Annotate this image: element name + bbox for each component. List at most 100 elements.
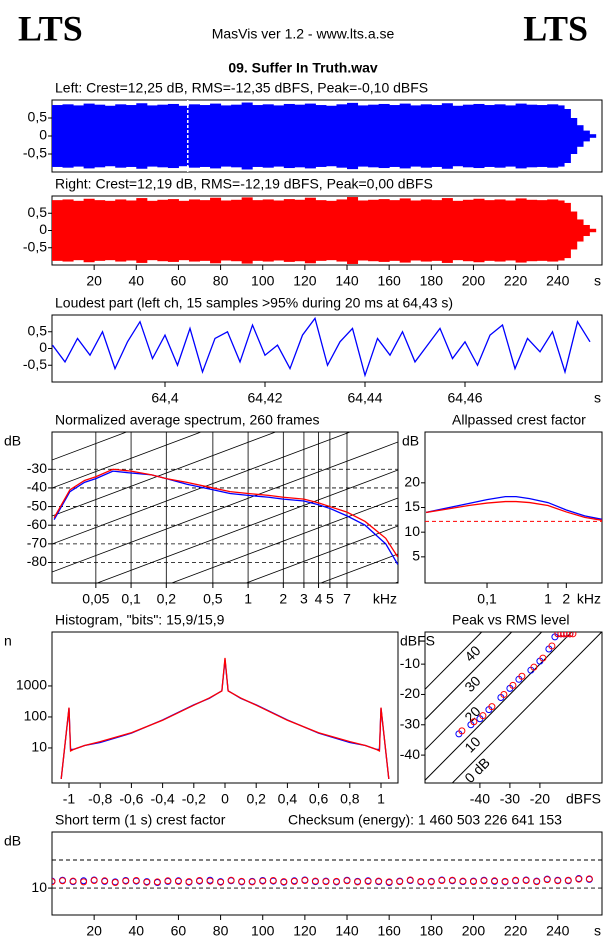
- waveform-bar: [304, 103, 316, 169]
- crest-line: [425, 632, 483, 690]
- series-line: [53, 470, 398, 565]
- x-tick-label: 0,4: [278, 791, 298, 807]
- waveform-bar: [483, 105, 496, 167]
- x-tick-label: 160: [377, 273, 401, 289]
- waveform-bar: [104, 200, 116, 261]
- waveform-bar: [315, 105, 327, 167]
- x-tick-label: 120: [293, 273, 317, 289]
- waveform-bar: [115, 104, 127, 168]
- point: [343, 877, 351, 885]
- point: [332, 877, 340, 885]
- point: [132, 877, 140, 885]
- x-tick-label: 240: [546, 273, 570, 289]
- chart-title: Short term (1 s) crest factor: [55, 812, 226, 828]
- x-tick-label: 3: [300, 591, 308, 607]
- waveform-bar: [536, 105, 548, 167]
- x-tick-label: -40: [470, 791, 490, 807]
- plot-area: [52, 100, 597, 172]
- waveform-bar: [483, 200, 496, 261]
- point: [575, 875, 583, 883]
- point: [375, 877, 383, 885]
- chart-title: Left: Crest=12,25 dB, RMS=-12,35 dBFS, P…: [55, 80, 428, 96]
- x-tick-label: -0,2: [182, 791, 206, 807]
- crest-line: [425, 632, 543, 751]
- x-tick-label: 0,6: [309, 791, 329, 807]
- waveform-bar: [136, 198, 148, 263]
- slope-guide: [52, 432, 203, 489]
- x-tick-label: 240: [546, 923, 570, 939]
- point: [512, 876, 520, 884]
- waveform-bar: [220, 105, 232, 167]
- waveform-bar: [220, 200, 232, 261]
- y-tick-label: 0: [39, 339, 47, 355]
- y-tick-label: 1000: [16, 677, 47, 693]
- y-tick-label: 0,5: [28, 204, 48, 220]
- point: [533, 878, 541, 886]
- point: [164, 877, 172, 885]
- x-tick-label: 0,2: [246, 791, 266, 807]
- y-tick-label: -30: [27, 460, 47, 476]
- point: [539, 654, 547, 662]
- waveform-bar: [368, 104, 380, 168]
- waveform-bar: [62, 104, 74, 168]
- waveform-bar: [336, 104, 348, 168]
- x-tick-label: 0,5: [203, 591, 223, 607]
- y-tick-label: 0: [39, 127, 47, 143]
- point: [90, 877, 98, 885]
- point: [491, 877, 499, 885]
- waveform-bar: [557, 105, 565, 167]
- waveform-bar: [262, 199, 274, 262]
- x-tick-label: 1: [244, 591, 252, 607]
- x-tick-label: 1: [544, 591, 552, 607]
- waveform-bar: [431, 105, 443, 167]
- point: [406, 876, 414, 884]
- x-tick-label: 40: [129, 923, 145, 939]
- logo-right: LTS: [523, 8, 588, 48]
- y-tick-label: 0: [39, 221, 47, 237]
- waveform-bar: [210, 103, 222, 169]
- x-tick-label: 7: [343, 591, 351, 607]
- point: [427, 878, 435, 886]
- y-tick-label: -20: [400, 685, 420, 701]
- x-tick-label: 220: [504, 273, 528, 289]
- waveform-bar: [564, 109, 571, 163]
- point: [569, 632, 577, 638]
- point: [459, 877, 467, 885]
- waveform-bar: [262, 104, 274, 168]
- x-tick-label: 140: [335, 923, 359, 939]
- point: [469, 878, 477, 886]
- point: [458, 727, 466, 735]
- y-tick-label: 10: [31, 739, 47, 755]
- waveform-bar: [378, 103, 390, 169]
- waveform-bar: [441, 198, 453, 263]
- waveform-bar: [347, 102, 359, 170]
- waveform-bar: [325, 105, 337, 167]
- waveform-bar: [136, 103, 148, 169]
- x-tick-label: 0,1: [477, 591, 497, 607]
- waveform-bar: [357, 200, 369, 261]
- waveform-bar: [167, 199, 179, 262]
- x-tick-label: -0,8: [88, 791, 112, 807]
- waveform-bar: [252, 200, 264, 261]
- x-tick-label: 100: [251, 273, 275, 289]
- waveform-bar: [589, 228, 597, 233]
- annotation: Checksum (energy): 1 460 503 226 641 153: [288, 812, 562, 828]
- waveform-bar: [357, 105, 369, 167]
- point: [500, 690, 508, 698]
- slope-guide: [52, 432, 277, 517]
- waveform-bar: [283, 103, 295, 169]
- waveform-bar: [178, 105, 190, 167]
- point: [301, 877, 309, 885]
- point: [548, 642, 556, 650]
- x-tick-label: 20: [86, 923, 102, 939]
- x-tick-label: -0,6: [119, 791, 143, 807]
- chart-title: Normalized average spectrum, 260 frames: [55, 412, 320, 428]
- point: [480, 877, 488, 885]
- x-tick-label: 64,4: [151, 390, 178, 406]
- waveform-bar: [94, 200, 106, 261]
- waveform-bar: [494, 199, 506, 262]
- x-tick-label: 0: [221, 791, 229, 807]
- plot-area: [52, 197, 597, 264]
- waveform-bar: [347, 197, 359, 264]
- x-tick-label: 64,44: [347, 390, 382, 406]
